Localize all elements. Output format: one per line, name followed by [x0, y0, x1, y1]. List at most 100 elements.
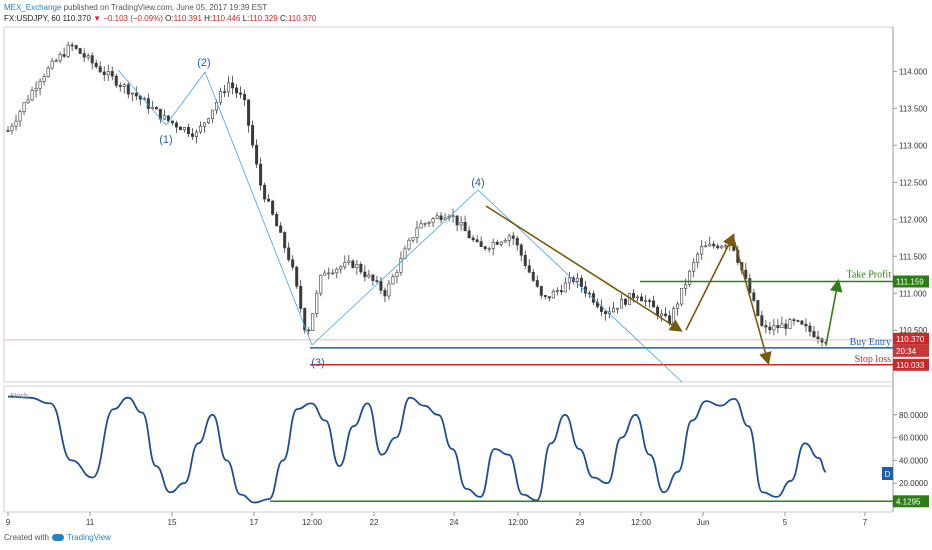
chart-header: MEX_Exchange published on TradingView.co…: [4, 0, 924, 26]
candle-up: [38, 81, 42, 89]
x-tick-label: 15: [168, 518, 177, 527]
candle-up: [720, 245, 724, 249]
y-tick-label: 113.000: [899, 141, 928, 150]
x-tick-label: 29: [576, 518, 585, 527]
candle-up: [54, 60, 58, 63]
candle-up: [567, 277, 571, 284]
candle-up: [615, 307, 619, 310]
candle-down: [375, 280, 379, 282]
candle-up: [335, 268, 339, 274]
candle-up: [319, 274, 323, 294]
candle-up: [676, 303, 680, 309]
candle-up: [415, 227, 419, 238]
candle-down: [519, 244, 523, 256]
candle-down: [820, 338, 824, 343]
candle-down: [235, 87, 239, 94]
buy-entry-tag-text: 110.370: [896, 335, 925, 344]
stoch-line: [7, 395, 827, 504]
candle-up: [343, 262, 347, 268]
buy-entry-label: Buy Entry: [850, 337, 891, 348]
candle-down: [756, 300, 760, 316]
candle-down: [371, 274, 375, 281]
candle-down: [455, 215, 459, 226]
candle-down: [74, 45, 78, 49]
candle-up: [323, 272, 327, 276]
candle-down: [359, 263, 363, 273]
candle-down: [363, 271, 367, 278]
candle-up: [327, 272, 331, 275]
candle-down: [796, 320, 800, 322]
candle-down: [255, 144, 259, 165]
publisher-line: MEX_Exchange published on TradingView.co…: [4, 2, 267, 13]
low-value: 110.329: [249, 14, 278, 23]
candle-down: [6, 130, 10, 132]
candle-down: [483, 246, 487, 249]
candle-down: [70, 44, 74, 47]
open-label: O:: [165, 14, 174, 23]
candle-down: [648, 300, 652, 302]
y-tick-label: 113.500: [899, 104, 928, 113]
candle-down: [126, 84, 130, 95]
stoch-tick-label: 80.0000: [899, 411, 928, 420]
candle-down: [379, 280, 383, 291]
wave-label: (3): [311, 357, 324, 369]
bullish-arrow: [685, 233, 735, 331]
tradingview-logo-icon: [51, 534, 64, 542]
candle-down: [110, 71, 114, 77]
candle-down: [178, 126, 182, 131]
candle-down: [479, 241, 483, 247]
candle-up: [435, 215, 439, 219]
wave-label: (2): [197, 57, 210, 69]
candle-up: [14, 120, 18, 127]
candle-down: [624, 298, 628, 305]
candle-up: [700, 245, 704, 255]
candle-down: [118, 85, 122, 87]
candle-down: [271, 200, 275, 215]
candle-up: [575, 277, 579, 282]
candle-up: [391, 276, 395, 285]
x-tick-label: 12:00: [508, 518, 529, 527]
x-tick-label: 12:00: [302, 518, 323, 527]
candle-up: [692, 261, 696, 272]
tradingview-link[interactable]: TradingView: [66, 533, 111, 542]
stop-loss-label: Stop loss: [855, 354, 892, 365]
candle-down: [792, 319, 796, 321]
stoch-tick-label: 20.0000: [899, 479, 928, 488]
candle-down: [664, 313, 668, 317]
wave-label: (4): [471, 177, 484, 189]
candle-up: [130, 92, 134, 95]
stoch-tick-label: 60.0000: [899, 434, 928, 443]
candle-up: [106, 71, 110, 76]
candle-up: [443, 217, 447, 221]
candle-up: [34, 88, 38, 91]
y-tick-label: 110.500: [899, 326, 928, 335]
ohlc-line: FX:USDJPY, 60 110.370 ▼ −0.103 (−0.09%) …: [4, 13, 316, 24]
candle-down: [712, 243, 716, 247]
candle-down: [439, 215, 443, 221]
candle-down: [190, 133, 194, 137]
symbol-label[interactable]: FX:USDJPY, 60: [4, 14, 61, 23]
candle-down: [768, 326, 772, 331]
last-price: 110.370: [62, 14, 91, 23]
author-link[interactable]: MEX_Exchange: [4, 3, 62, 12]
candle-down: [760, 315, 764, 326]
candle-up: [198, 125, 202, 133]
candle-up: [451, 215, 455, 218]
candle-up: [219, 91, 223, 103]
candle-down: [463, 222, 467, 232]
candle-down: [251, 125, 255, 146]
candle-down: [603, 311, 607, 314]
published-text: published on TradingView.com, June 05, 2…: [63, 3, 268, 12]
candle-up: [427, 222, 431, 225]
high-label: H:: [204, 14, 213, 23]
candle-down: [231, 82, 235, 89]
candle-down: [291, 259, 295, 268]
candle-down: [299, 286, 303, 309]
candle-down: [283, 232, 287, 249]
candle-up: [780, 323, 784, 328]
stop-loss-tag: [893, 358, 929, 371]
candle-down: [539, 286, 543, 296]
candle-down: [275, 213, 279, 227]
stoch-pane-border: [3, 385, 894, 513]
